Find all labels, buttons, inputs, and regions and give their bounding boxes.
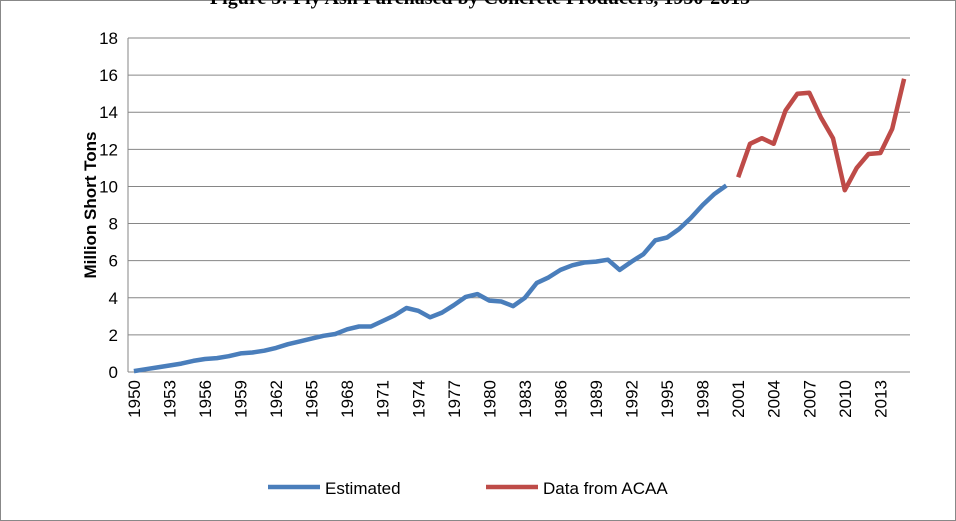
chart-title: Figure 5: Fly Ash Purchased by Concrete …: [210, 0, 750, 9]
x-tick-label: 2010: [836, 380, 855, 418]
y-tick-label: 12: [99, 140, 118, 159]
x-tick-label: 1983: [516, 380, 535, 418]
x-tick-label: 2001: [729, 380, 748, 418]
x-tick-label: 2013: [871, 380, 890, 418]
y-tick-label: 8: [109, 215, 118, 234]
x-tick-label: 1968: [338, 380, 357, 418]
y-axis-label: Million Short Tons: [81, 132, 100, 279]
x-tick-label: 1989: [587, 380, 606, 418]
series-line: [133, 183, 728, 374]
x-tick-label: 1995: [658, 380, 677, 418]
x-tick-label: 1998: [694, 380, 713, 418]
series-line: [736, 78, 907, 193]
x-tick-label: 2004: [765, 380, 784, 418]
x-tick-label: 1971: [374, 380, 393, 418]
legend-label: Estimated: [325, 479, 401, 498]
x-tick-label: 2007: [800, 380, 819, 418]
x-tick-label: 1977: [445, 380, 464, 418]
x-tick-label: 1965: [303, 380, 322, 418]
y-tick-label: 14: [99, 103, 118, 122]
y-tick-label: 2: [109, 326, 118, 345]
x-tick-label: 1974: [409, 380, 428, 418]
x-tick-label: 1956: [196, 380, 215, 418]
y-tick-label: 10: [99, 177, 118, 196]
x-tick-label: 1992: [623, 380, 642, 418]
x-tick-label: 1950: [125, 380, 144, 418]
y-tick-label: 16: [99, 66, 118, 85]
x-tick-label: 1980: [480, 380, 499, 418]
y-tick-label: 18: [99, 29, 118, 48]
legend-label: Data from ACAA: [543, 479, 668, 498]
x-tick-label: 1962: [267, 380, 286, 418]
y-tick-label: 6: [109, 252, 118, 271]
x-tick-label: 1986: [551, 380, 570, 418]
x-tick-label: 1953: [160, 380, 179, 418]
x-tick-label: 1959: [232, 380, 251, 418]
y-tick-label: 0: [109, 363, 118, 382]
y-tick-label: 4: [109, 289, 118, 308]
